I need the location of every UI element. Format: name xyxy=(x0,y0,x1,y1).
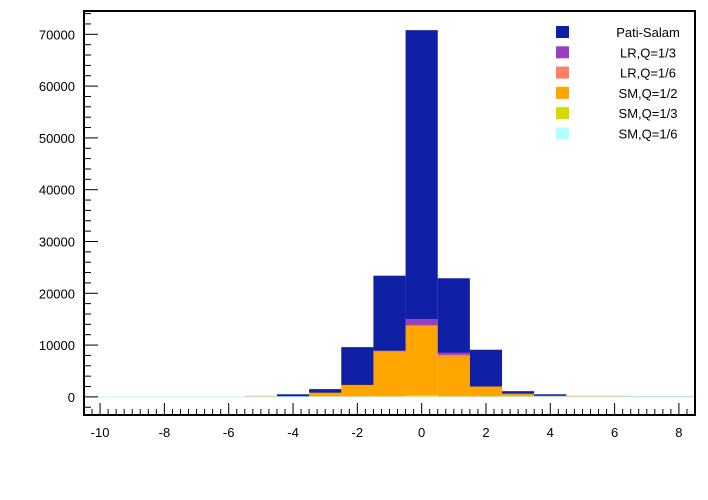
bar-sm-q-1-2-bin-9 xyxy=(373,351,406,397)
x-tick-label: -8 xyxy=(159,425,171,440)
bar-lr-q-1-3-bin-9 xyxy=(373,350,406,352)
legend-swatch xyxy=(556,127,569,140)
legend-swatch xyxy=(556,46,569,59)
x-tick-label: -10 xyxy=(91,425,110,440)
bar-pati-salam-bin-8 xyxy=(341,347,374,385)
bar-pati-salam-bin-11 xyxy=(437,278,470,353)
x-axis: -10 -8 -6 -4 -2 0 2 4 6 8 xyxy=(91,403,688,440)
histogram-bars xyxy=(84,30,695,398)
bar-pati-salam-bin-13 xyxy=(502,391,535,394)
y-tick-label: 10000 xyxy=(39,338,75,353)
bar-sm-q-1-2-bin-11 xyxy=(437,356,470,397)
x-tick-label: 4 xyxy=(547,425,554,440)
legend: Pati-Salam LR,Q=1/3 LR,Q=1/6 SM,Q=1/2 SM,Q=1… xyxy=(556,25,680,142)
legend-label: LR,Q=1/6 xyxy=(620,66,676,81)
legend-swatch xyxy=(556,66,569,79)
bar-sm-q-1-2-bin-15 xyxy=(566,395,599,397)
bar-sm-q-1-2-bin-16 xyxy=(598,395,631,397)
x-tick-label: -2 xyxy=(352,425,364,440)
legend-label: SM,Q=1/2 xyxy=(619,86,678,101)
x-tick-label: 2 xyxy=(482,425,489,440)
bar-sm-q-1-2-bin-7 xyxy=(309,392,342,397)
y-tick-label: 30000 xyxy=(39,234,75,249)
bar-lr-q-1-3-bin-11 xyxy=(437,352,470,355)
x-tick-label: -4 xyxy=(287,425,299,440)
bar-sm-q-1-2-bin-12 xyxy=(469,386,503,397)
bar-pati-salam-bin-6 xyxy=(276,394,310,397)
bar-pati-salam-bin-9 xyxy=(373,275,406,351)
legend-swatch xyxy=(556,86,569,99)
x-tick-label: 6 xyxy=(611,425,618,440)
bar-sm-q-1-2-bin-13 xyxy=(502,393,535,397)
bar-pati-salam-bin-14 xyxy=(534,394,567,396)
y-tick-label: 70000 xyxy=(39,27,75,42)
bar-sm-q-1-2-bin-14 xyxy=(534,395,567,397)
y-tick-label: 40000 xyxy=(39,183,75,198)
legend-label: Pati-Salam xyxy=(616,25,680,40)
bar-sm-q-1-3-bin-10 xyxy=(405,395,438,397)
legend-swatch xyxy=(556,107,569,120)
legend-label: SM,Q=1/3 xyxy=(619,106,678,121)
bar-lr-q-1-3-bin-10 xyxy=(405,319,438,326)
bar-sm-q-1-2-bin-10 xyxy=(405,325,438,396)
y-axis: 0 10000 20000 30000 40000 50000 60000 70000 xyxy=(39,13,98,408)
y-tick-label: 0 xyxy=(68,390,75,405)
x-tick-label: 0 xyxy=(418,425,425,440)
y-tick-label: 20000 xyxy=(39,286,75,301)
legend-swatch xyxy=(556,26,569,38)
bar-lr-q-1-6-bin-11 xyxy=(437,354,470,357)
legend-label: SM,Q=1/6 xyxy=(619,127,678,142)
legend-label: LR,Q=1/3 xyxy=(620,45,676,60)
bar-pati-salam-bin-7 xyxy=(309,389,342,393)
bar-pati-salam-bin-12 xyxy=(469,349,503,387)
x-tick-label: 8 xyxy=(675,425,682,440)
y-tick-label: 60000 xyxy=(39,79,75,94)
bar-sm-q-1-2-bin-5 xyxy=(244,395,277,397)
y-tick-label: 50000 xyxy=(39,131,75,146)
bar-pati-salam-bin-10 xyxy=(405,30,438,320)
bar-sm-q-1-2-bin-8 xyxy=(341,384,374,397)
x-tick-label: -6 xyxy=(223,425,235,440)
